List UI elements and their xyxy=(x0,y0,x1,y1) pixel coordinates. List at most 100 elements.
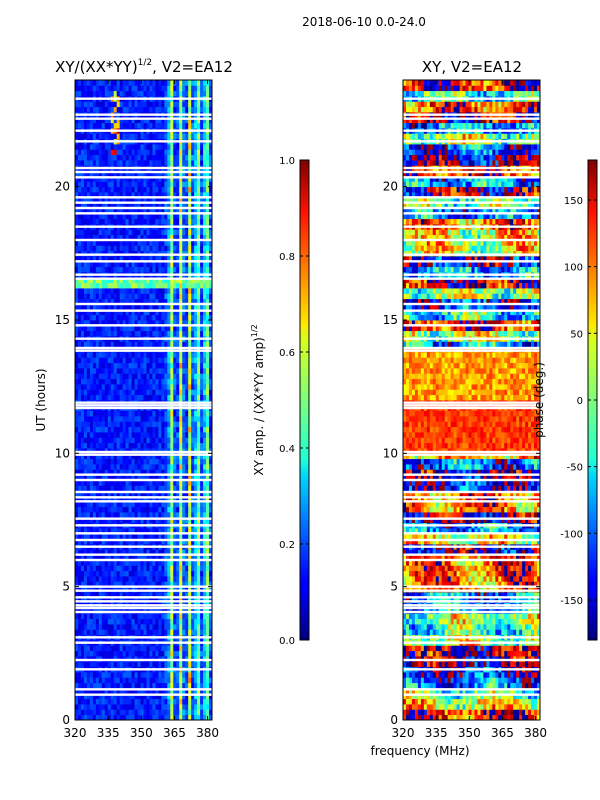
heatmap-cell xyxy=(155,693,159,700)
heatmap-cell xyxy=(92,442,97,449)
heatmap-cell xyxy=(143,618,147,625)
heatmap-cell xyxy=(125,565,130,572)
heatmap-cell xyxy=(143,176,147,182)
heatmap-cell xyxy=(161,624,165,630)
heatmap-cell xyxy=(107,160,112,166)
heatmap-cell xyxy=(98,378,103,385)
heatmap-cell xyxy=(80,277,85,284)
heatmap-cell xyxy=(113,378,118,385)
heatmap-cell xyxy=(89,368,94,374)
heatmap-cell xyxy=(122,352,127,358)
heatmap-cell xyxy=(122,218,127,225)
heatmap-cell xyxy=(104,581,109,588)
heatmap-cell xyxy=(194,501,198,508)
heatmap-cell xyxy=(131,144,135,150)
heatmap-cell xyxy=(197,421,201,428)
heatmap-cell xyxy=(86,197,91,204)
heatmap-cell xyxy=(170,410,174,417)
heatmap-cell xyxy=(152,570,156,577)
heatmap-cell xyxy=(170,384,174,390)
heatmap-cell xyxy=(194,154,198,161)
heatmap-cell xyxy=(86,688,91,694)
heatmap-cell xyxy=(101,533,106,540)
heatmap-cell xyxy=(131,245,135,252)
heatmap-cell xyxy=(149,234,153,241)
heatmap-cell xyxy=(122,186,127,193)
heatmap-cell xyxy=(119,149,124,156)
heatmap-cell xyxy=(119,410,124,417)
heatmap-cell xyxy=(185,496,189,502)
heatmap-cell xyxy=(86,709,91,716)
heatmap-cell xyxy=(75,176,79,182)
heatmap-cell xyxy=(197,442,201,449)
heatmap-cell xyxy=(119,581,124,588)
heatmap-cell xyxy=(149,517,153,524)
heatmap-cell xyxy=(92,325,97,332)
heatmap-cell xyxy=(170,202,174,209)
heatmap-cell xyxy=(110,245,115,252)
heatmap-cell xyxy=(197,560,201,566)
heatmap-cell xyxy=(95,341,100,348)
heatmap-cell xyxy=(122,704,127,710)
heatmap-cell xyxy=(161,373,165,380)
heatmap-cell xyxy=(134,389,138,396)
heatmap-cell xyxy=(128,352,132,358)
heatmap-cell xyxy=(191,688,195,694)
heatmap-cell xyxy=(89,245,94,252)
heatmap-cell xyxy=(125,352,130,358)
heatmap-cell xyxy=(104,688,109,694)
heatmap-cell xyxy=(131,240,135,246)
heatmap-cell xyxy=(158,202,162,209)
heatmap-cell xyxy=(146,490,150,497)
heatmap-cell xyxy=(164,213,168,220)
heatmap-cell xyxy=(206,314,210,321)
heatmap-cell xyxy=(143,501,147,508)
heatmap-cell xyxy=(161,202,165,209)
heatmap-cell xyxy=(125,592,130,598)
heatmap-cell xyxy=(75,293,79,300)
heatmap-cell xyxy=(80,688,85,694)
heatmap-cell xyxy=(191,421,195,428)
heatmap-cell xyxy=(188,293,192,300)
heatmap-cell xyxy=(122,624,127,630)
heatmap-cell xyxy=(140,330,144,337)
heatmap-cell xyxy=(194,192,198,198)
heatmap-cell xyxy=(164,613,168,620)
heatmap-cell xyxy=(197,650,201,657)
heatmap-cell xyxy=(140,378,144,385)
heatmap-cell xyxy=(110,197,115,204)
heatmap-cell xyxy=(89,528,94,534)
heatmap-cell xyxy=(134,421,138,428)
heatmap-cell xyxy=(182,693,186,700)
heatmap-cell xyxy=(152,256,156,262)
heatmap-cell xyxy=(170,560,174,566)
heatmap-cell xyxy=(104,538,109,545)
heatmap-cell xyxy=(77,234,82,241)
heatmap-cell xyxy=(197,288,201,294)
heatmap-cell xyxy=(134,570,138,577)
heatmap-cell xyxy=(86,490,91,497)
heatmap-cell xyxy=(89,581,94,588)
heatmap-cell xyxy=(161,314,165,321)
heatmap-cell xyxy=(197,688,201,694)
heatmap-cell xyxy=(86,384,91,390)
heatmap-cell xyxy=(158,410,162,417)
heatmap-cell xyxy=(155,554,159,561)
heatmap-cell xyxy=(77,645,82,652)
heatmap-cell xyxy=(83,298,88,305)
heatmap-cell xyxy=(185,293,189,300)
heatmap-cell xyxy=(185,144,189,150)
heatmap-cell xyxy=(89,533,94,540)
heatmap-cell xyxy=(170,298,174,305)
heatmap-cell xyxy=(161,517,165,524)
heatmap-cell xyxy=(191,458,195,465)
heatmap-cell xyxy=(143,245,147,252)
heatmap-cell xyxy=(173,704,177,710)
heatmap-cell xyxy=(185,629,189,636)
heatmap-cell xyxy=(161,501,165,508)
heatmap-cell xyxy=(137,314,141,321)
heatmap-cell xyxy=(197,624,201,630)
heatmap-cell xyxy=(209,394,213,401)
heatmap-cell xyxy=(161,176,165,182)
heatmap-cell xyxy=(209,709,213,716)
